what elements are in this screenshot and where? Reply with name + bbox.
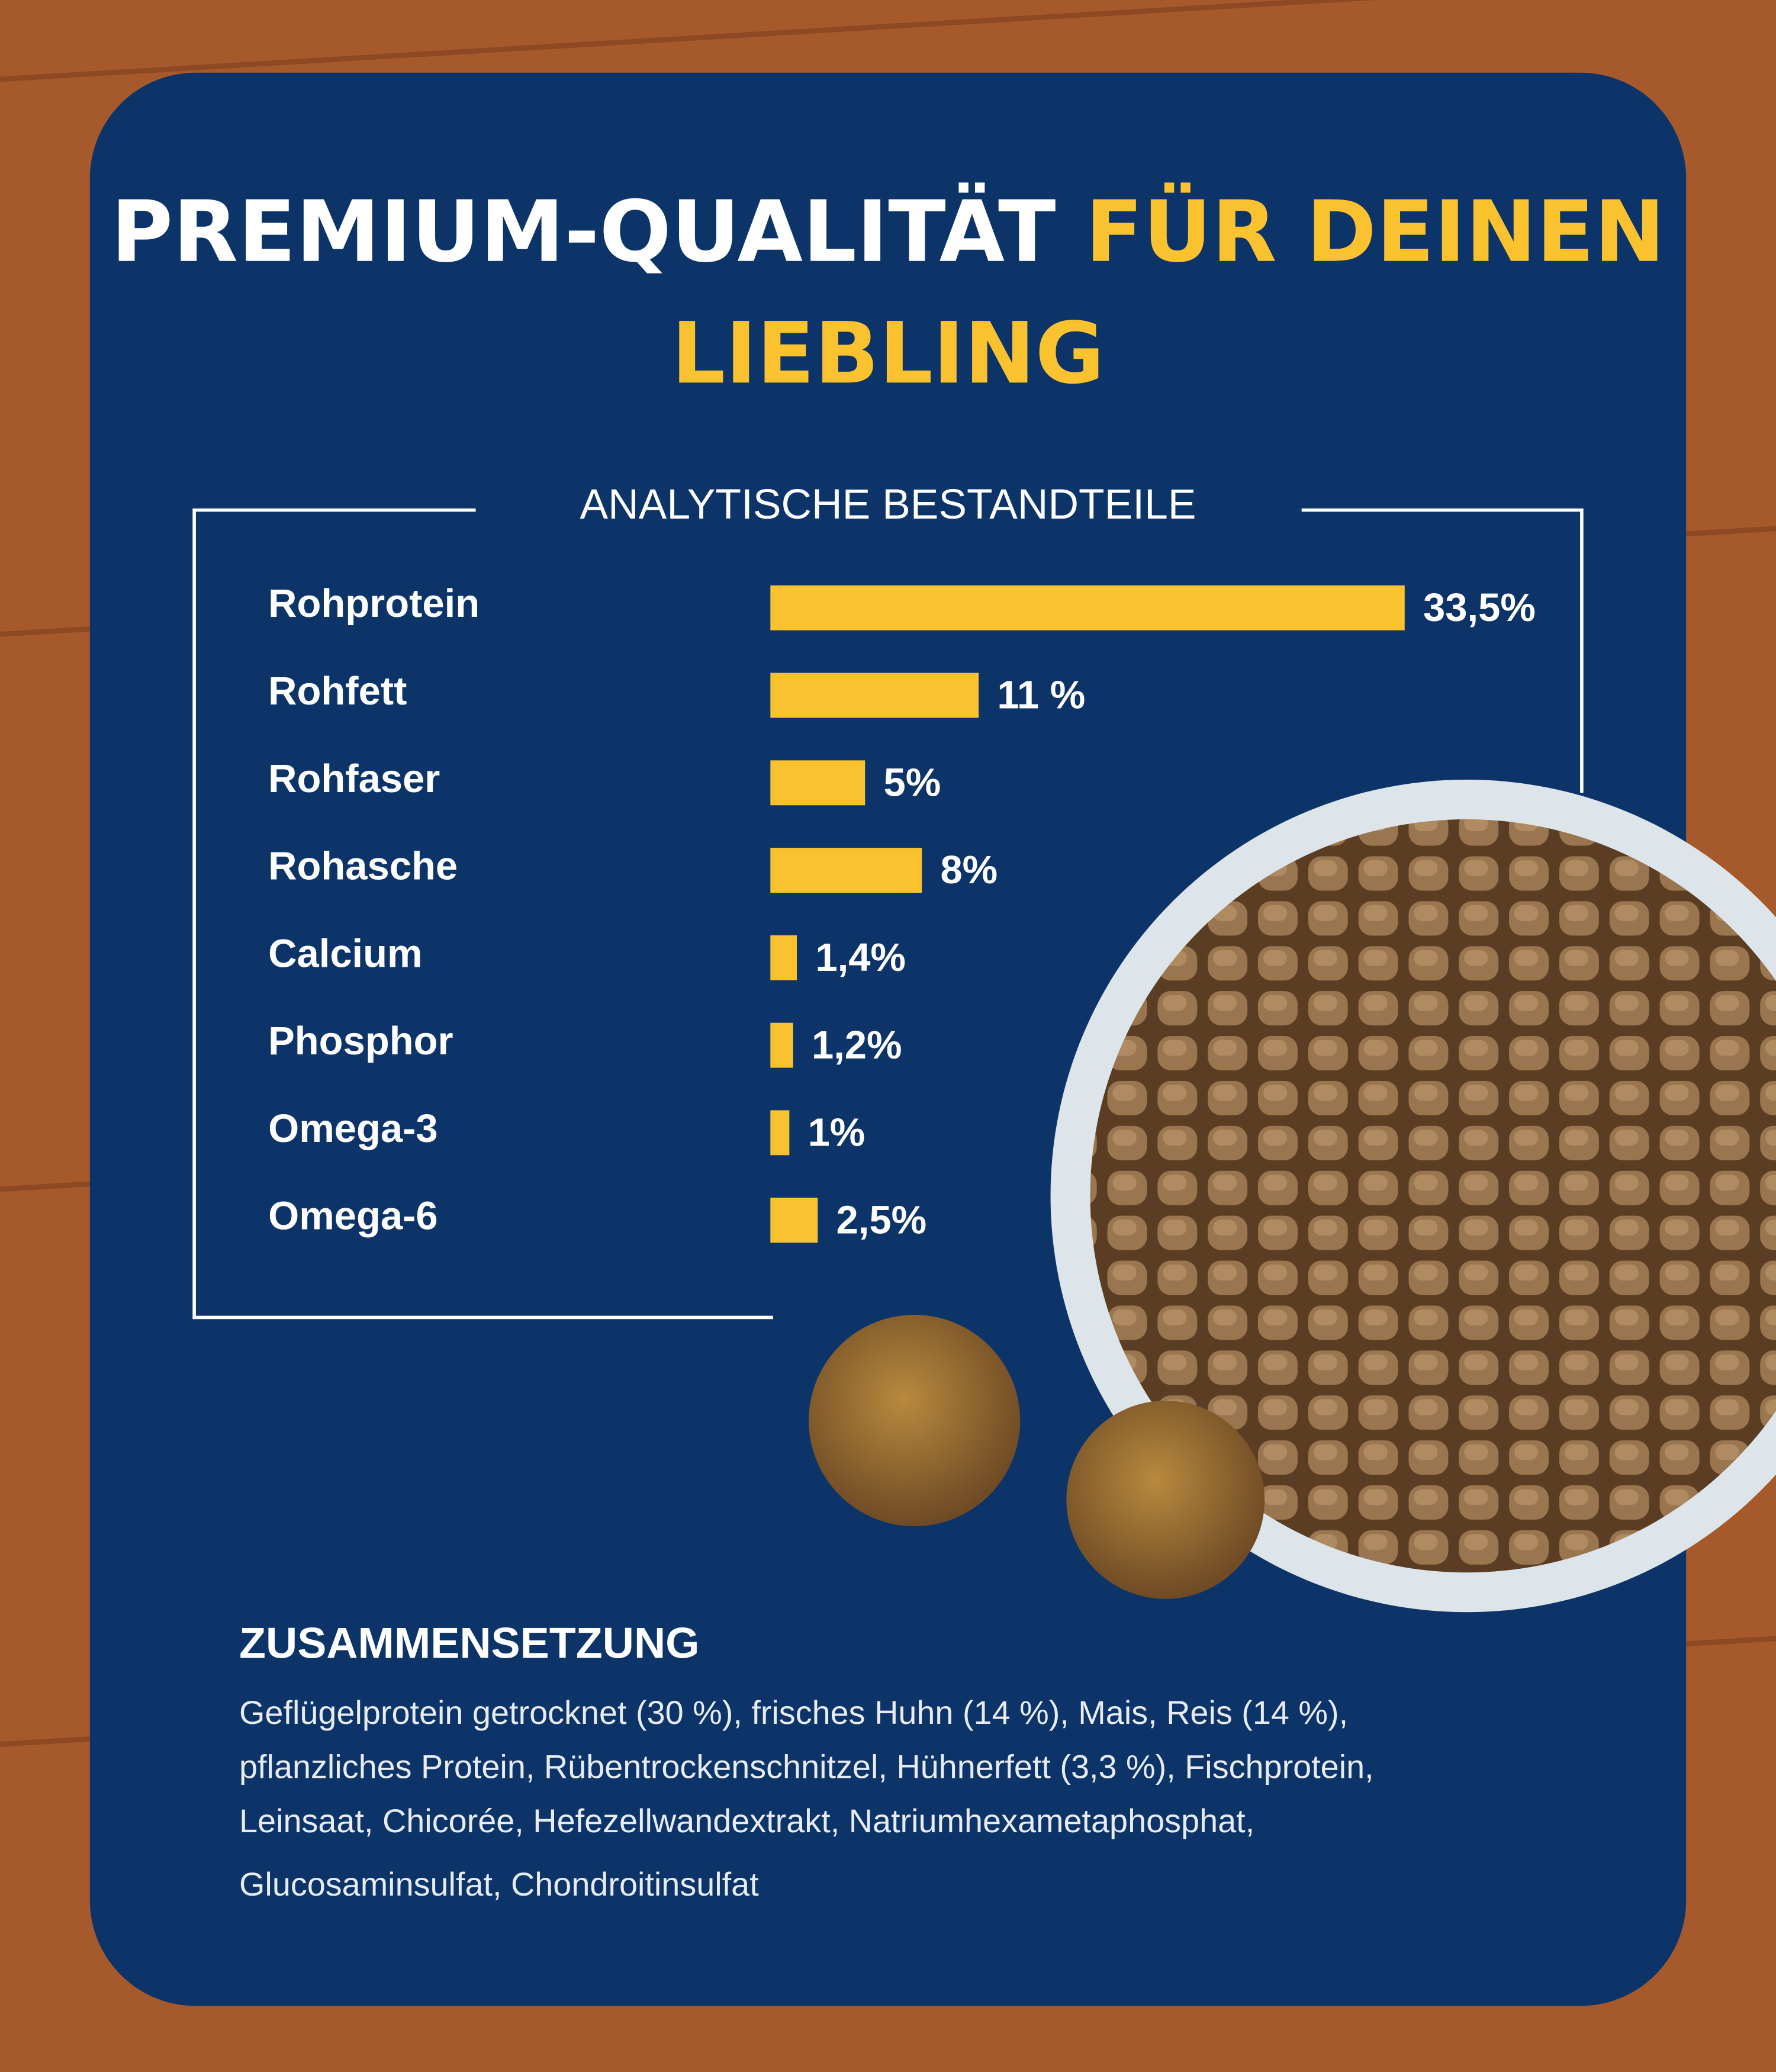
value-label: 1,4% [815, 935, 906, 980]
bar [770, 1198, 818, 1243]
food-bowl [1050, 780, 1776, 1613]
title-line-1: PREMIUM-QUALITÄT FÜR DEINEN [111, 182, 1665, 281]
bar [770, 1022, 793, 1068]
category-label: Omega-3 [268, 1106, 438, 1151]
category-label: Rohfett [268, 669, 407, 713]
title-part: LIEBLING [671, 304, 1105, 403]
bar [770, 760, 866, 806]
bar [770, 673, 979, 718]
category-label: Phosphor [268, 1019, 453, 1063]
value-label: 8% [940, 848, 998, 892]
category-label: Rohprotein [268, 581, 480, 626]
bar [770, 848, 922, 893]
value-label: 1% [808, 1111, 866, 1155]
category-label: Calcium [268, 931, 422, 976]
composition-line: Glucosaminsulfat, Chondroitinsulfat [239, 1865, 759, 1903]
chart-frame [192, 508, 1584, 1320]
category-label: Rohfaser [268, 757, 440, 801]
value-label: 11 % [997, 673, 1085, 718]
chart-title: ANALYTISCHE BESTANDTEILE [580, 481, 1196, 528]
title-part: FÜR DEINEN [1085, 182, 1665, 281]
composition-line: Geflügelprotein getrocknet (30 %), frisc… [239, 1694, 1348, 1731]
value-label: 5% [884, 760, 941, 805]
bar-chart: Rohprotein 33,5% Rohfett 11 % Rohfaser 5% Roha… [268, 581, 1536, 1243]
value-label: 2,5% [836, 1198, 927, 1242]
title-part: PREMIUM-QUALITÄT [111, 182, 1056, 281]
composition-heading: ZUSAMMENSETZUNG [239, 1619, 699, 1668]
value-label: 1,2% [812, 1023, 902, 1067]
bar [770, 935, 797, 980]
value-label: 33,5% [1423, 585, 1536, 630]
composition-line: pflanzliches Protein, Rübentrockenschnit… [239, 1748, 1374, 1785]
bar [770, 1110, 790, 1156]
composition-line: Leinsaat, Chicorée, Hefezellwandextrakt,… [239, 1802, 1254, 1839]
bar [770, 585, 1405, 630]
category-label: Rohasche [268, 844, 458, 889]
kibble [809, 1314, 1021, 1527]
kibble [1066, 1401, 1265, 1599]
composition-text: Geflügelprotein getrocknet (30 %), frisc… [239, 1694, 1374, 1903]
category-label: Omega-6 [268, 1194, 438, 1238]
